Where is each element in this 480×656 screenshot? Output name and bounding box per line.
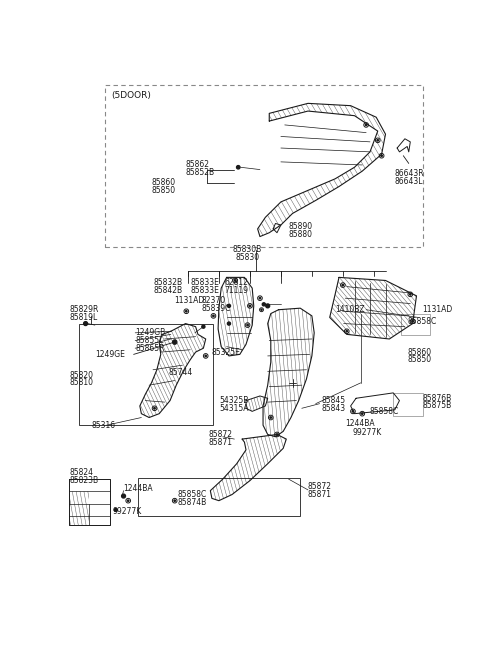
Circle shape — [377, 140, 378, 141]
Text: 85850: 85850 — [407, 356, 432, 364]
Circle shape — [381, 155, 383, 156]
Text: 86643L: 86643L — [395, 176, 423, 186]
Circle shape — [247, 325, 248, 326]
Circle shape — [121, 494, 125, 498]
Text: 1131AD: 1131AD — [422, 305, 452, 314]
Text: 85833E: 85833E — [190, 278, 219, 287]
Circle shape — [270, 417, 272, 419]
Circle shape — [174, 500, 175, 501]
Circle shape — [237, 165, 240, 169]
Bar — [79, 323, 213, 425]
Text: 85871: 85871 — [308, 490, 332, 499]
Text: 85830B: 85830B — [232, 245, 261, 254]
Circle shape — [361, 413, 363, 415]
Circle shape — [365, 124, 367, 125]
Text: 1410BZ: 1410BZ — [335, 305, 365, 314]
Text: 54315A: 54315A — [219, 404, 248, 413]
Text: 85874B: 85874B — [178, 498, 207, 506]
Text: 85858C: 85858C — [178, 490, 207, 499]
Circle shape — [174, 341, 175, 342]
Text: 85872: 85872 — [209, 430, 233, 439]
Text: 99277K: 99277K — [113, 507, 142, 516]
Text: 85810: 85810 — [69, 379, 93, 388]
Circle shape — [352, 411, 354, 412]
Circle shape — [234, 279, 236, 281]
Text: 82370: 82370 — [201, 296, 225, 305]
Circle shape — [342, 285, 344, 286]
Text: 85843: 85843 — [322, 404, 346, 413]
Text: 85860: 85860 — [407, 348, 432, 357]
Circle shape — [276, 434, 278, 435]
Circle shape — [249, 305, 251, 306]
Text: 85824: 85824 — [69, 468, 93, 478]
Circle shape — [261, 309, 262, 310]
Text: 85820: 85820 — [69, 371, 93, 380]
Circle shape — [346, 331, 348, 332]
Text: 54325B: 54325B — [219, 396, 248, 405]
Bar — [105, 85, 423, 247]
Text: 85855L: 85855L — [135, 336, 164, 345]
Text: 85744: 85744 — [168, 369, 193, 377]
Text: 85832B: 85832B — [153, 278, 182, 287]
Circle shape — [202, 325, 205, 328]
Text: 1249GE: 1249GE — [95, 350, 125, 359]
Text: 85876B: 85876B — [423, 394, 452, 403]
Text: 85325E: 85325E — [211, 348, 240, 357]
Circle shape — [84, 321, 87, 325]
Text: 85880: 85880 — [288, 230, 312, 239]
Circle shape — [228, 304, 230, 308]
Text: 86643R: 86643R — [395, 169, 424, 178]
Text: 62812: 62812 — [224, 278, 248, 287]
Circle shape — [412, 321, 413, 322]
Text: 1249GB: 1249GB — [135, 328, 166, 337]
Circle shape — [409, 294, 411, 295]
Bar — [393, 393, 423, 416]
Text: 85842B: 85842B — [153, 286, 182, 295]
Text: 99277K: 99277K — [353, 428, 382, 438]
Text: 85872: 85872 — [308, 482, 332, 491]
Text: 85829R: 85829R — [69, 305, 99, 314]
Text: 85850: 85850 — [152, 186, 176, 195]
Text: 85316: 85316 — [91, 420, 115, 430]
Circle shape — [259, 297, 261, 299]
Text: 85852B: 85852B — [186, 168, 215, 177]
Text: 85830: 85830 — [235, 253, 259, 262]
Text: 85860: 85860 — [152, 178, 176, 187]
Text: 85871: 85871 — [209, 438, 233, 447]
Text: 1244BA: 1244BA — [345, 419, 375, 428]
Text: 85858C: 85858C — [370, 407, 399, 416]
Text: 85865R: 85865R — [135, 344, 165, 353]
Circle shape — [228, 322, 230, 325]
Circle shape — [154, 407, 155, 409]
Circle shape — [262, 303, 265, 306]
Text: 85833E: 85833E — [190, 286, 219, 295]
Text: 71119: 71119 — [224, 286, 248, 295]
Text: 85875B: 85875B — [423, 401, 452, 411]
Bar — [137, 478, 300, 516]
Text: 85858C: 85858C — [407, 317, 436, 326]
Circle shape — [186, 310, 187, 312]
Text: (5DOOR): (5DOOR) — [111, 91, 151, 100]
Text: 1131AD: 1131AD — [175, 296, 205, 305]
Circle shape — [114, 508, 117, 512]
Circle shape — [266, 304, 270, 308]
Text: 85890: 85890 — [288, 222, 313, 231]
Text: 85823B: 85823B — [69, 476, 98, 485]
Bar — [401, 314, 431, 335]
Circle shape — [205, 356, 206, 357]
Text: 85862: 85862 — [186, 161, 210, 169]
Circle shape — [173, 340, 176, 344]
Text: 85845: 85845 — [322, 396, 346, 405]
Circle shape — [128, 500, 129, 501]
Circle shape — [213, 315, 214, 317]
Text: 85839C: 85839C — [201, 304, 230, 313]
Text: 85819L: 85819L — [69, 313, 97, 322]
Text: 1244BA: 1244BA — [123, 484, 153, 493]
